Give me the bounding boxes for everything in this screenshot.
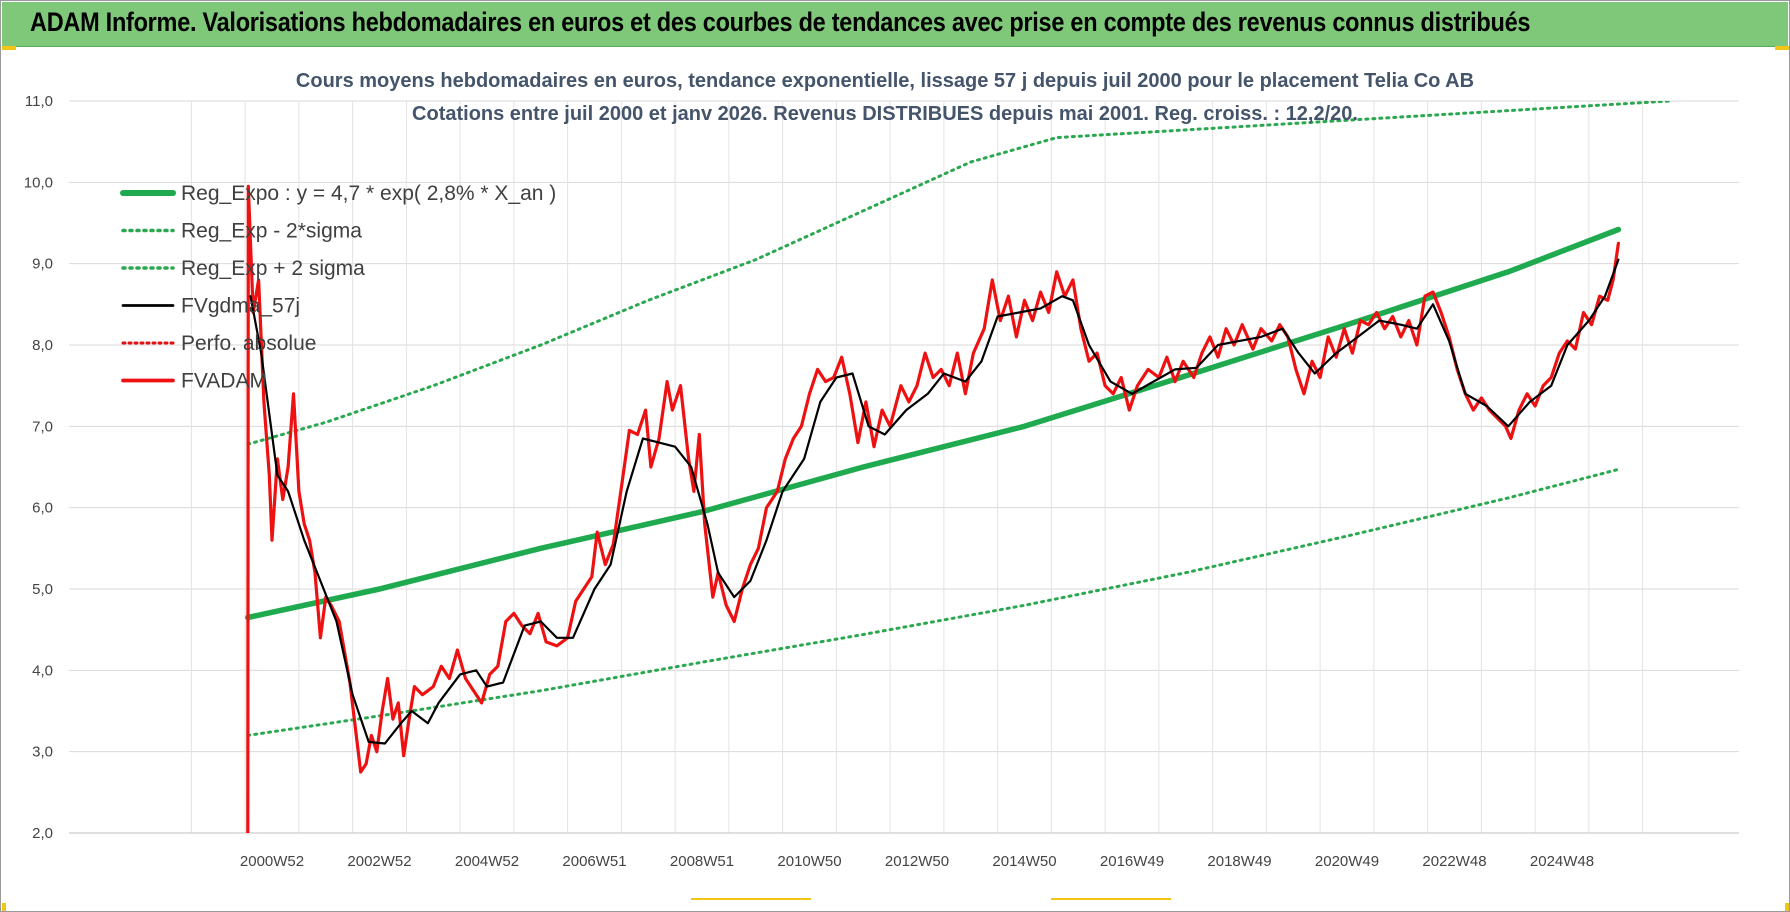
legend-entry-label: Reg_Exp - 2*sigma (181, 220, 362, 243)
legend-entry-label: Reg_Expo : y = 4,7 * exp( 2,8% * X_an ) (181, 182, 556, 205)
y-tick-label: 8,0 (32, 337, 53, 354)
chart-title: Cours moyens hebdomadaires en euros, ten… (296, 70, 1474, 92)
corner-mark-top-left (2, 46, 16, 50)
y-tick-label: 5,0 (32, 581, 53, 598)
y-tick-label: 7,0 (32, 418, 53, 435)
y-tick-label: 11,0 (25, 93, 53, 110)
chart-legend: Reg_Expo : y = 4,7 * exp( 2,8% * X_an ) R… (120, 182, 556, 393)
x-tick-label: 2010W50 (777, 853, 841, 870)
x-tick-label: 2012W50 (885, 853, 949, 870)
x-tick-label: 2008W51 (670, 853, 734, 870)
x-tick-label: 2018W49 (1207, 853, 1271, 870)
y-tick-label: 2,0 (32, 825, 53, 842)
selection-mark-bottom-1 (691, 898, 811, 900)
x-tick-label: 2004W52 (455, 853, 519, 870)
y-tick-label: 4,0 (32, 662, 53, 679)
x-tick-label: 2024W48 (1530, 853, 1594, 870)
chart-series (245, 101, 1671, 833)
legend-entry-label: Perfo. absolue (181, 332, 316, 355)
x-tick-label: 2016W49 (1100, 853, 1164, 870)
x-tick-label: 2020W49 (1315, 853, 1379, 870)
header-banner: ADAM Informe. Valorisations hebdomadaire… (2, 2, 1788, 47)
y-tick-label: 6,0 (32, 500, 53, 517)
x-tick-label: 2000W52 (240, 853, 304, 870)
y-tick-label: 10,0 (24, 174, 53, 191)
x-tick-label: 2006W51 (562, 853, 626, 870)
legend-entry-label: FVgdma_57j (181, 295, 300, 318)
series-line-solid-thick (245, 226, 1622, 621)
legend-entry-label: Reg_Exp + 2 sigma (181, 257, 365, 280)
x-tick-label: 2002W52 (347, 853, 411, 870)
series-line-solid-thin (249, 258, 1620, 745)
legend-entry-label: FVADAM (181, 370, 267, 393)
series-line-dotted (246, 101, 1671, 446)
chart-subtitle: Cotations entre juil 2000 et janv 2026. … (412, 103, 1358, 125)
corner-mark-bottom-right (1785, 903, 1789, 911)
chart-axes: 2,0 3,0 4,0 5,0 6,0 7,0 8,0 9,0 10,0 11,0 2000W52 2… (24, 93, 1739, 870)
series-line-dotted (246, 467, 1620, 737)
price-chart: 2,0 3,0 4,0 5,0 6,0 7,0 8,0 9,0 10,0 11,0 2000W52 2… (24, 70, 1739, 870)
corner-mark-top-right (1775, 46, 1789, 50)
y-tick-label: 3,0 (32, 744, 53, 761)
y-tick-label: 9,0 (32, 256, 53, 273)
chart-grid (69, 100, 1739, 834)
series-line-solid-red (246, 184, 1620, 833)
x-tick-label: 2022W48 (1422, 853, 1486, 870)
corner-mark-bottom-left (2, 903, 6, 911)
x-tick-label: 2014W50 (992, 853, 1056, 870)
report-title: ADAM Informe. Valorisations hebdomadaire… (30, 7, 1531, 37)
selection-mark-bottom-2 (1051, 898, 1171, 900)
